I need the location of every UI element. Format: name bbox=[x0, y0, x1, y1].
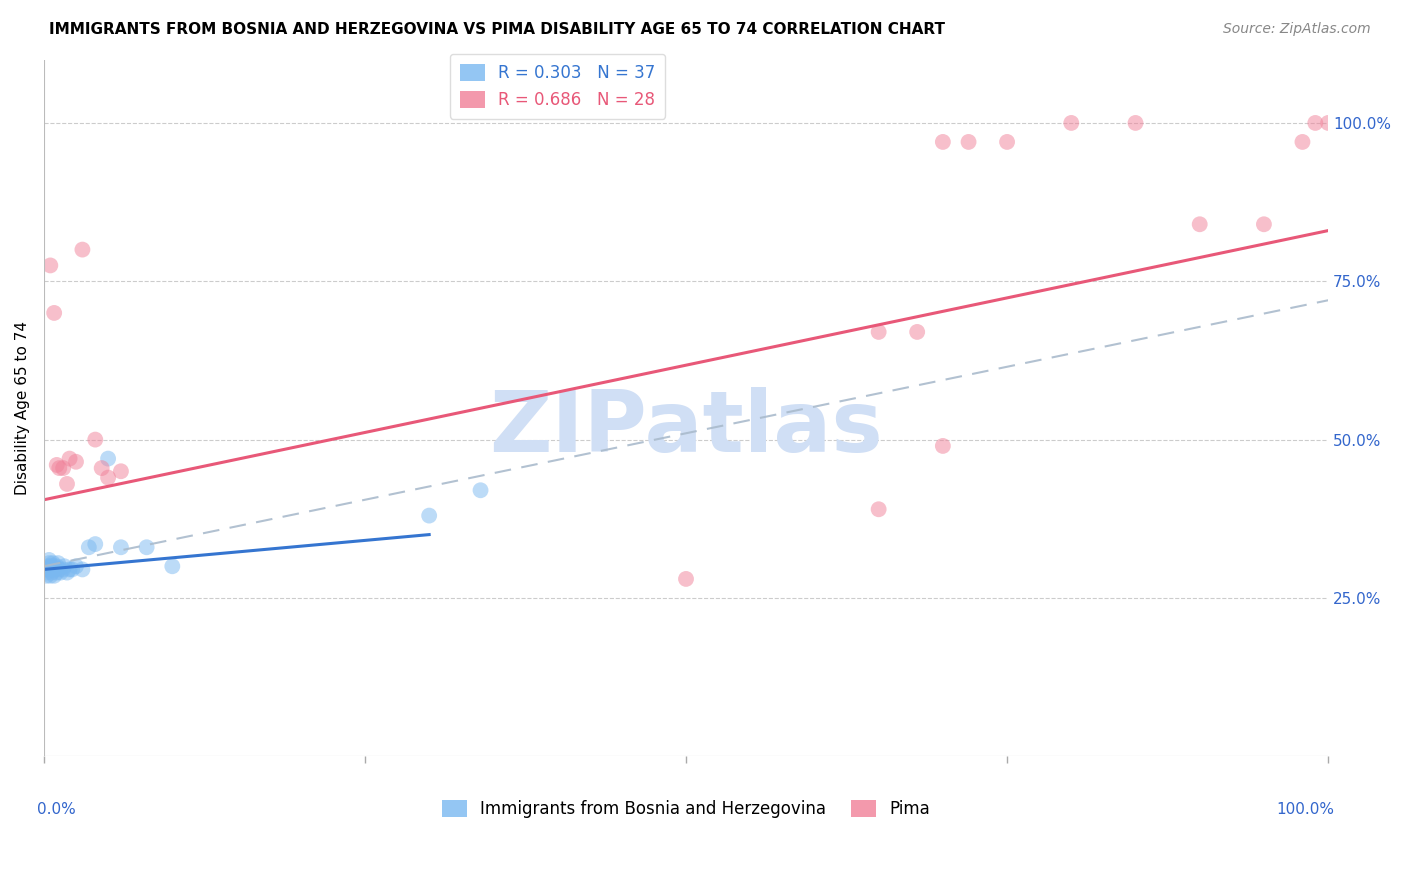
Point bbox=[97, 470, 120, 484]
Point bbox=[58, 451, 80, 466]
Point bbox=[44, 562, 66, 576]
Point bbox=[56, 477, 79, 491]
Point bbox=[65, 455, 87, 469]
Point bbox=[1060, 116, 1083, 130]
Point bbox=[45, 566, 67, 580]
Point bbox=[39, 559, 62, 574]
Text: 100.0%: 100.0% bbox=[1277, 802, 1334, 816]
Point bbox=[58, 562, 80, 576]
Point bbox=[84, 433, 107, 447]
Point bbox=[675, 572, 697, 586]
Point bbox=[41, 559, 63, 574]
Point bbox=[35, 568, 58, 582]
Point bbox=[35, 566, 58, 580]
Point bbox=[957, 135, 980, 149]
Point bbox=[38, 553, 60, 567]
Point bbox=[868, 325, 890, 339]
Text: ZIPatlas: ZIPatlas bbox=[489, 387, 883, 470]
Point bbox=[470, 483, 492, 498]
Point bbox=[135, 541, 157, 555]
Y-axis label: Disability Age 65 to 74: Disability Age 65 to 74 bbox=[15, 321, 30, 495]
Point bbox=[44, 568, 66, 582]
Point bbox=[48, 562, 70, 576]
Point bbox=[38, 556, 60, 570]
Point bbox=[39, 562, 62, 576]
Point bbox=[97, 451, 120, 466]
Point bbox=[77, 541, 100, 555]
Point bbox=[932, 135, 955, 149]
Point bbox=[110, 541, 132, 555]
Point bbox=[53, 559, 76, 574]
Point bbox=[39, 568, 62, 582]
Point bbox=[1291, 135, 1313, 149]
Point bbox=[868, 502, 890, 516]
Point bbox=[42, 556, 65, 570]
Point bbox=[52, 562, 75, 576]
Point bbox=[1253, 217, 1275, 231]
Point bbox=[46, 556, 69, 570]
Point bbox=[905, 325, 928, 339]
Point bbox=[60, 562, 83, 576]
Point bbox=[37, 562, 59, 576]
Point bbox=[84, 537, 107, 551]
Point bbox=[72, 562, 94, 576]
Point bbox=[37, 559, 59, 574]
Point bbox=[44, 559, 66, 574]
Point bbox=[1317, 116, 1340, 130]
Point bbox=[42, 562, 65, 576]
Point bbox=[34, 562, 56, 576]
Point bbox=[995, 135, 1018, 149]
Point bbox=[90, 461, 112, 475]
Point bbox=[418, 508, 440, 523]
Point bbox=[52, 461, 75, 475]
Point bbox=[110, 464, 132, 478]
Point bbox=[65, 559, 87, 574]
Point bbox=[45, 458, 67, 472]
Point bbox=[1125, 116, 1147, 130]
Point bbox=[44, 306, 66, 320]
Point bbox=[39, 259, 62, 273]
Text: 0.0%: 0.0% bbox=[38, 802, 76, 816]
Point bbox=[1188, 217, 1211, 231]
Legend: Immigrants from Bosnia and Herzegovina, Pima: Immigrants from Bosnia and Herzegovina, … bbox=[434, 793, 936, 824]
Point bbox=[162, 559, 184, 574]
Text: Source: ZipAtlas.com: Source: ZipAtlas.com bbox=[1223, 22, 1371, 37]
Text: IMMIGRANTS FROM BOSNIA AND HERZEGOVINA VS PIMA DISABILITY AGE 65 TO 74 CORRELATI: IMMIGRANTS FROM BOSNIA AND HERZEGOVINA V… bbox=[49, 22, 945, 37]
Point bbox=[72, 243, 94, 257]
Point bbox=[932, 439, 955, 453]
Point bbox=[56, 566, 79, 580]
Point bbox=[41, 566, 63, 580]
Point bbox=[48, 461, 70, 475]
Point bbox=[45, 559, 67, 574]
Point bbox=[1303, 116, 1326, 130]
Point bbox=[49, 566, 72, 580]
